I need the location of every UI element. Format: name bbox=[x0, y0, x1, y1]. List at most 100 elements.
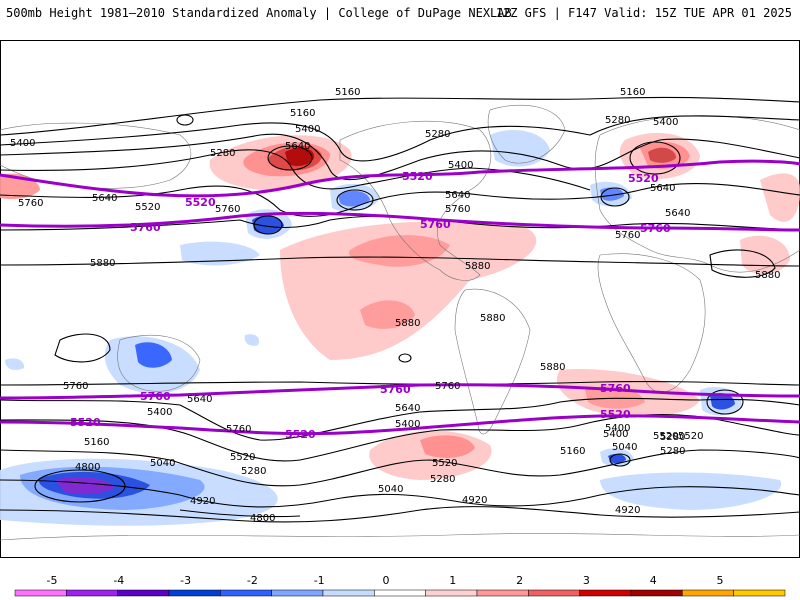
contour-label: 5640 bbox=[395, 403, 420, 414]
colorbar-tick-label: 4 bbox=[650, 574, 657, 587]
colorbar-segment bbox=[168, 589, 221, 597]
contour-label: 5880 bbox=[395, 318, 420, 329]
contour-label: 5520 bbox=[230, 452, 255, 463]
contour-label: 5400 bbox=[603, 429, 628, 440]
colorbar-segment bbox=[117, 589, 170, 597]
contour-label: 5280 bbox=[430, 474, 455, 485]
contour-label: 5400 bbox=[653, 117, 678, 128]
colorbar-tick-label: -4 bbox=[113, 574, 124, 587]
contour-label: 5520 bbox=[285, 428, 316, 441]
contour-label: 5160 bbox=[335, 87, 360, 98]
contour-label: 4800 bbox=[250, 513, 275, 524]
contour-label: 5040 bbox=[612, 442, 637, 453]
colorbar-segment bbox=[579, 589, 632, 597]
contour-label: 5760 bbox=[215, 204, 240, 215]
contour-label: 5400 bbox=[395, 419, 420, 430]
contour-label: 5520 bbox=[678, 431, 703, 442]
contour-label: 5520 bbox=[402, 170, 433, 183]
contour-label: 5400 bbox=[10, 138, 35, 149]
colorbar-segment bbox=[220, 589, 272, 597]
colorbar-tick-label: 0 bbox=[383, 574, 390, 587]
contour-label: 4920 bbox=[462, 495, 487, 506]
contour-label: 5760 bbox=[445, 204, 470, 215]
contour-label: 5760 bbox=[130, 221, 161, 234]
contour-label: 5880 bbox=[755, 270, 780, 281]
contour-label: 5160 bbox=[620, 87, 645, 98]
contour-label: 5760 bbox=[435, 381, 460, 392]
anomaly-shading bbox=[0, 130, 800, 526]
colorbar-segment bbox=[425, 589, 478, 597]
colorbar-segment bbox=[733, 589, 786, 597]
anomaly-colorbar: -5 -4 -3 -2 -1 0 1 2 3 4 5 bbox=[14, 574, 786, 597]
contour-label: 5760 bbox=[63, 381, 88, 392]
colorbar-segment bbox=[271, 589, 324, 597]
colorbar-segment bbox=[374, 589, 426, 597]
contour-label: 5280 bbox=[425, 129, 450, 140]
colorbar-tick-label: -2 bbox=[247, 574, 258, 587]
contour-label: 5400 bbox=[147, 407, 172, 418]
contour-label: 5640 bbox=[445, 190, 470, 201]
colorbar-tick-label: -1 bbox=[314, 574, 325, 587]
contour-label: 5760 bbox=[140, 390, 171, 403]
contour-label: 5160 bbox=[84, 437, 109, 448]
contour-label: 5760 bbox=[420, 218, 451, 231]
contour-label: 5760 bbox=[226, 424, 251, 435]
colorbar-tick-label: -3 bbox=[180, 574, 191, 587]
contour-label: 4800 bbox=[75, 462, 100, 473]
contour-label: 5280 bbox=[210, 148, 235, 159]
contour-label: 5760 bbox=[600, 382, 631, 395]
contour-label: 5520 bbox=[185, 196, 216, 209]
contour-label: 5880 bbox=[465, 261, 490, 272]
contour-label: 5520 bbox=[135, 202, 160, 213]
black-contour-labels: 5160 5160 5160 5400 5400 5280 5280 5640 … bbox=[10, 87, 780, 524]
contour-label: 5520 bbox=[432, 458, 457, 469]
thick-contours bbox=[0, 159, 800, 436]
contour-label: 5040 bbox=[150, 458, 175, 469]
contour-label: 5160 bbox=[560, 446, 585, 457]
contour-label: 5520 bbox=[70, 416, 101, 429]
contour-label: 5760 bbox=[380, 383, 411, 396]
colorbar-segment bbox=[66, 589, 118, 597]
contour-label: 5160 bbox=[290, 108, 315, 119]
contour-label: 5040 bbox=[378, 484, 403, 495]
contour-label: 5760 bbox=[18, 198, 43, 209]
contour-label: 5640 bbox=[187, 394, 212, 405]
colorbar-segment bbox=[322, 589, 375, 597]
colorbar-segment bbox=[528, 589, 580, 597]
contour-label: 5880 bbox=[480, 313, 505, 324]
contour-label: 5880 bbox=[540, 362, 565, 373]
colorbar-segment bbox=[682, 589, 734, 597]
colorbar-segment bbox=[476, 589, 529, 597]
colorbar-tick-label: -5 bbox=[47, 574, 58, 587]
contour-label: 5400 bbox=[605, 423, 630, 434]
contour-label: 5280 bbox=[605, 115, 630, 126]
contour-label: 5640 bbox=[285, 141, 310, 152]
thick-contour-labels: 5520 5520 5520 5760 5760 5760 5760 5760 … bbox=[70, 170, 671, 441]
contour-label: 5400 bbox=[448, 160, 473, 171]
contour-label: 5280 bbox=[241, 466, 266, 477]
colorbar-tick-label: 1 bbox=[449, 574, 456, 587]
contour-label: 5760 bbox=[615, 230, 640, 241]
contour-label: 5640 bbox=[665, 208, 690, 219]
contour-label: 5880 bbox=[90, 258, 115, 269]
contour-label: 5520 bbox=[653, 431, 678, 442]
contour-label: 5520 bbox=[628, 172, 659, 185]
colorbar-tick-label: 3 bbox=[583, 574, 590, 587]
colorbar-tick-label: 2 bbox=[516, 574, 523, 587]
contour-label: 4920 bbox=[615, 505, 640, 516]
chart-title: 500mb Height 1981–2010 Standardized Anom… bbox=[6, 6, 512, 20]
valid-time: 12Z GFS | F147 Valid: 15Z TUE APR 01 202… bbox=[495, 6, 792, 20]
anomaly-map: 5160 5160 5160 5400 5400 5280 5280 5640 … bbox=[0, 40, 800, 558]
contour-label: 4920 bbox=[190, 496, 215, 507]
colorbar-segment bbox=[14, 589, 67, 597]
contour-label: 5400 bbox=[295, 124, 320, 135]
contour-label: 5280 bbox=[660, 446, 685, 457]
height-contours bbox=[0, 96, 800, 523]
contour-label: 5280 bbox=[660, 432, 685, 443]
contour-label: 5640 bbox=[650, 183, 675, 194]
contour-label: 5520 bbox=[600, 408, 631, 421]
contour-label: 5760 bbox=[640, 222, 671, 235]
colorbar-segment bbox=[630, 589, 683, 597]
contour-label: 5640 bbox=[92, 193, 117, 204]
colorbar-tick-label: 5 bbox=[717, 574, 724, 587]
